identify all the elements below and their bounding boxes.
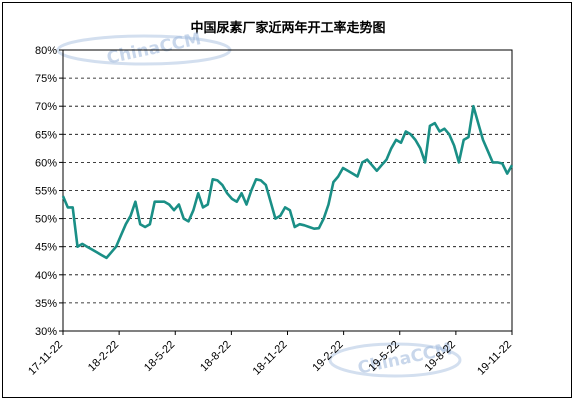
series-line <box>61 104 514 260</box>
x-tick-label: 18-11-22 <box>251 339 290 378</box>
y-tick-label: 35% <box>35 298 57 310</box>
y-tick-label: 40% <box>35 270 57 282</box>
x-tick-label: 18-2-22 <box>86 339 121 374</box>
x-tick-label: 19-11-22 <box>475 339 514 378</box>
y-tick-label: 80% <box>35 45 57 57</box>
chart-title: 中国尿素厂家近两年开工率走势图 <box>190 21 386 36</box>
y-tick-label: 70% <box>35 101 57 113</box>
y-tick-label: 65% <box>35 129 57 141</box>
y-tick-label: 50% <box>35 214 57 226</box>
y-tick-label: 75% <box>35 73 57 85</box>
y-tick-label: 55% <box>35 186 57 198</box>
y-tick-label: 60% <box>35 157 57 169</box>
x-tick-label: 18-5-22 <box>142 339 177 374</box>
watermark-logo <box>328 342 462 378</box>
x-tick-label: 17-11-22 <box>26 339 65 378</box>
y-tick-label: 45% <box>35 242 57 254</box>
y-tick-label: 30% <box>35 326 57 338</box>
x-tick-label: 18-8-22 <box>198 339 233 374</box>
